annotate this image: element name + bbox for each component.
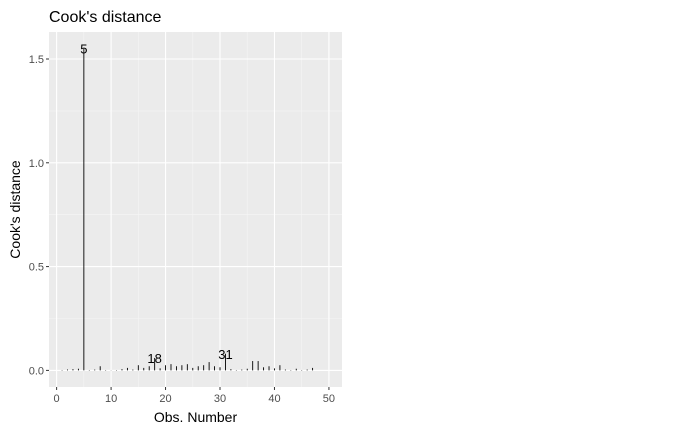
minor-gridlines bbox=[49, 32, 342, 387]
data-stems bbox=[61, 48, 314, 371]
x-tick-label: 10 bbox=[105, 393, 117, 405]
y-axis-title: Cook's distance bbox=[7, 160, 23, 259]
point-label: 18 bbox=[147, 351, 161, 366]
point-label: 5 bbox=[80, 42, 87, 57]
x-tick-label: 20 bbox=[159, 393, 171, 405]
y-tick-label: 1.0 bbox=[29, 158, 44, 170]
x-tick-label: 0 bbox=[54, 393, 60, 405]
x-tick-label: 50 bbox=[323, 393, 335, 405]
point-labels: 5 18 31 bbox=[80, 42, 232, 366]
y-tick-label: 1.5 bbox=[29, 54, 44, 66]
plot-panel bbox=[49, 32, 342, 387]
y-tick-label: 0.5 bbox=[29, 262, 44, 274]
major-gridlines bbox=[49, 32, 342, 387]
y-tick-label: 0.0 bbox=[29, 365, 44, 377]
x-tick-label: 40 bbox=[268, 393, 280, 405]
x-tick-label: 30 bbox=[214, 393, 226, 405]
y-axis-ticks: 0.0 0.5 1.0 1.5 bbox=[29, 54, 49, 377]
chart-title: Cook's distance bbox=[49, 9, 162, 26]
x-axis-title: Obs. Number bbox=[154, 409, 238, 425]
x-axis-ticks: 0 10 20 30 40 50 bbox=[54, 387, 335, 405]
point-label: 31 bbox=[218, 347, 232, 362]
